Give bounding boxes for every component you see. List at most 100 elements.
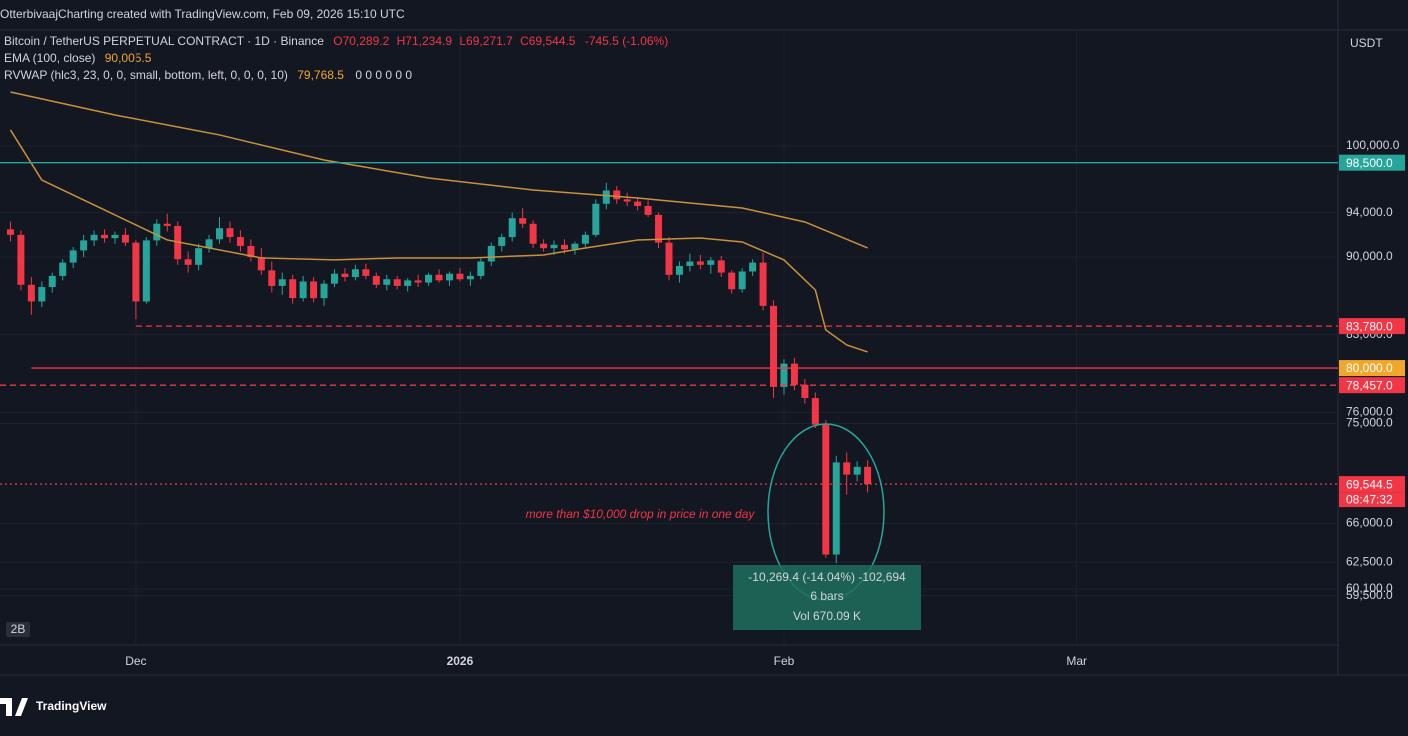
measure-text: -10,269.4 (-14.04%) -102,694 [748, 570, 906, 584]
candle-body [372, 275, 380, 285]
candle-body [456, 273, 464, 280]
candle-body [529, 223, 537, 244]
candle-body [299, 281, 307, 299]
annotation: more than $10,000 drop in price in one d… [526, 507, 756, 521]
y-tick-label: 59,500.0 [1346, 588, 1393, 602]
candle-body [508, 218, 516, 238]
price-badge [1339, 377, 1405, 394]
candle-body [759, 262, 767, 306]
candle-body [675, 265, 683, 275]
candle-body [435, 274, 443, 281]
y-tick-label: 60,100.0 [1346, 581, 1393, 595]
candle-body [801, 384, 809, 399]
candle-body [487, 245, 495, 262]
price-badge-label: 98,500.0 [1346, 156, 1393, 170]
candle-body [142, 240, 150, 302]
candle-body [268, 270, 276, 286]
candle-body [540, 243, 548, 249]
legend-ema: EMA (100, close) 90,005.5 [4, 51, 152, 65]
measure-text: 6 bars [810, 589, 843, 603]
candle-body [592, 203, 600, 235]
price-badge-label: 78,457.0 [1346, 378, 1393, 392]
ohlc: O70,289.2 [333, 34, 389, 48]
measure-text: Vol 670.09 K [793, 609, 861, 623]
price-badge [1339, 476, 1405, 493]
candle-body [811, 398, 819, 425]
indicator-value: 90,005.5 [105, 51, 152, 65]
candle-body [843, 462, 851, 475]
candle-body [278, 279, 286, 286]
candle-body [571, 243, 579, 250]
candle-body [864, 466, 872, 485]
ohlc: L69,271.7 [459, 34, 513, 48]
candle-body [623, 199, 631, 202]
candle-body [498, 237, 506, 246]
candle-body [738, 271, 746, 290]
candle-body [289, 279, 297, 299]
candle-body [780, 363, 788, 387]
candle-body [205, 239, 213, 249]
candle-body [581, 234, 589, 244]
brand: TradingView [36, 699, 107, 713]
candle-body [445, 273, 453, 281]
indicator-name: EMA (100, close) [4, 51, 95, 65]
y-tick-label: 76,000.0 [1346, 405, 1393, 419]
ohlc: H71,234.9 [397, 34, 453, 48]
candle-body [226, 228, 234, 238]
candle-body [602, 190, 610, 204]
y-tick-label: 75,000.0 [1346, 416, 1393, 430]
candle-body [195, 248, 203, 265]
candle-body [425, 274, 433, 283]
candle-body [38, 287, 46, 302]
candle-body [644, 205, 652, 215]
price-badge [1339, 360, 1405, 377]
candle-body [853, 466, 861, 475]
y-tick-label: 100,000.0 [1346, 138, 1400, 152]
badge-box [6, 622, 30, 637]
candle-body [247, 245, 255, 258]
ohlc: C69,544.5 [520, 34, 576, 48]
candle-body [696, 261, 704, 265]
candle-body [822, 424, 830, 555]
ohlc: -745.5 (-1.06%) [585, 34, 668, 48]
price-badge-label: 69,544.5 [1346, 477, 1393, 491]
candle-body [717, 260, 725, 273]
candle-body [310, 281, 318, 299]
candle-body [216, 228, 224, 240]
candle-body [17, 234, 25, 285]
countdown-badge [1339, 492, 1405, 508]
candle-body [331, 273, 338, 284]
price-badge [1339, 154, 1405, 171]
x-tick-label: Feb [774, 654, 795, 668]
plot: 100,000.094,000.090,000.083,000.076,000.… [0, 30, 1400, 668]
candle-body [69, 250, 77, 263]
indicator-extra: 0 0 0 0 0 0 [355, 68, 412, 82]
countdown: 08:47:32 [1346, 492, 1393, 506]
candle-body [560, 244, 568, 250]
y-tick-label: 62,500.0 [1346, 554, 1393, 568]
price-badge-label: 83,780.0 [1346, 319, 1393, 333]
indicator-line [9, 129, 868, 353]
measure-box [733, 565, 921, 630]
price-badge-label: 80,000.0 [1346, 361, 1393, 375]
currency: USDT [1350, 36, 1383, 50]
candle-body [341, 273, 349, 278]
candle-body [665, 242, 673, 275]
candle-body [153, 223, 161, 241]
candle-body [832, 462, 840, 555]
candle-body [80, 240, 88, 251]
candle-body [383, 279, 391, 285]
logo-icon [0, 698, 28, 716]
candle-body [111, 234, 119, 239]
y-tick-label: 66,000.0 [1346, 516, 1393, 530]
candle-body [6, 229, 14, 235]
candle-body [728, 272, 736, 290]
x-tick-label: 2026 [447, 654, 474, 668]
legend-symbol: Bitcoin / TetherUS PERPETUAL CONTRACT · … [4, 34, 668, 48]
candle-body [59, 262, 67, 276]
candle-body [90, 234, 98, 241]
indicator-line [10, 91, 868, 249]
symbol: Bitcoin / TetherUS PERPETUAL CONTRACT · … [4, 34, 324, 48]
